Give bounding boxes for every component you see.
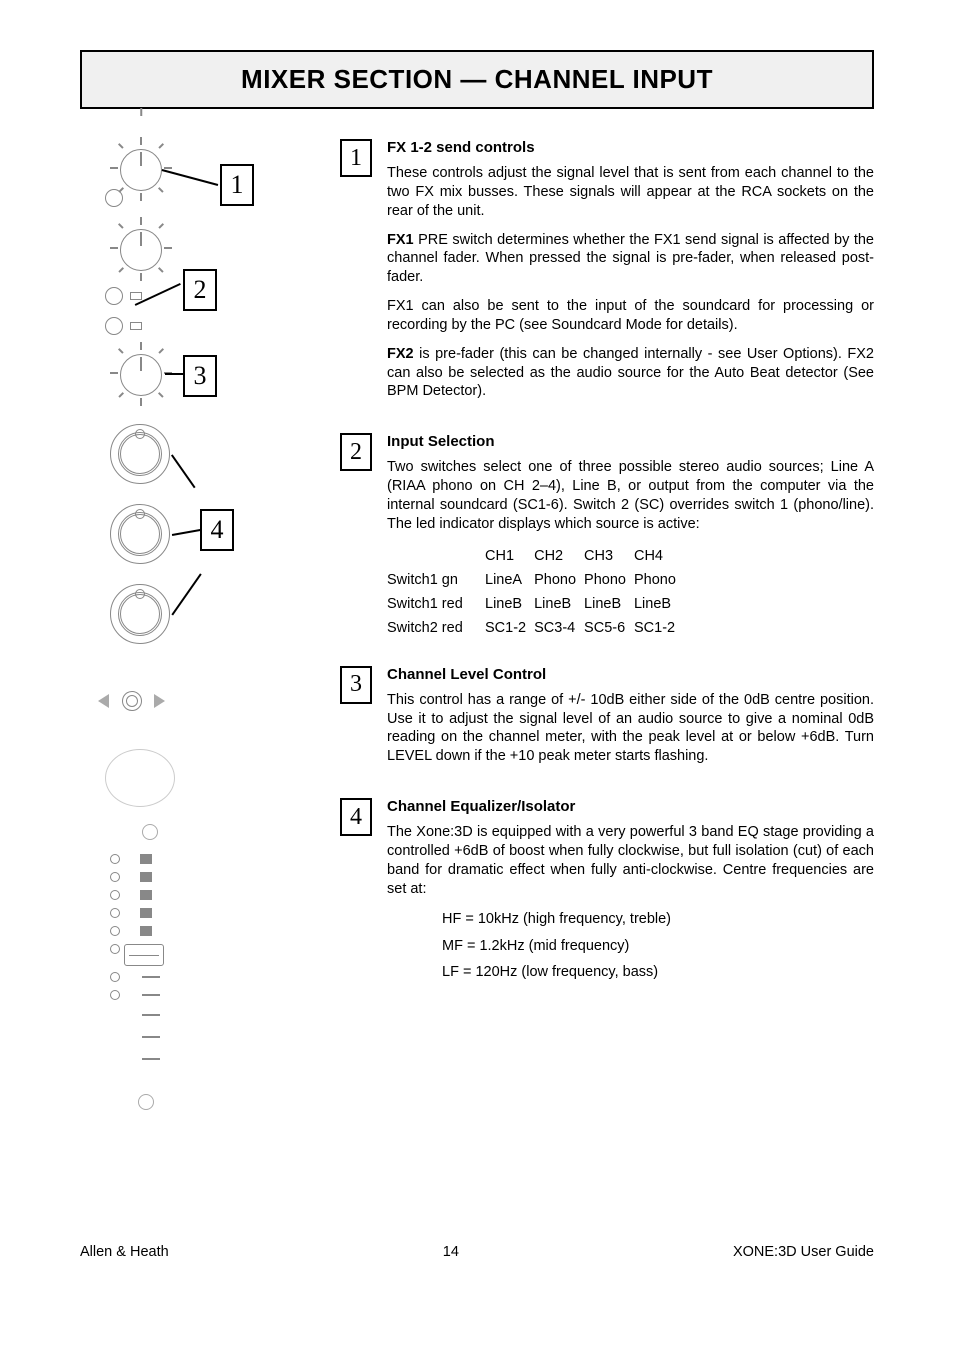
s2-p1: Two switches select one of three possibl… [387,458,874,533]
footer-right: XONE:3D User Guide [733,1244,874,1260]
xfade-assign-ring [122,691,142,711]
page-title: MIXER SECTION — CHANNEL INPUT [82,64,872,95]
footer-center: 14 [443,1244,459,1260]
input-switch-2 [105,317,123,335]
cue-button [105,749,175,807]
xfade-assign-left-icon [98,694,109,708]
frequency-list: HF = 10kHz (high frequency, treble) MF =… [387,908,874,984]
section-eq-isolator: 4 Channel Equalizer/Isolator The Xone:3D… [340,798,874,987]
freq-mf: MF = 1.2kHz (mid frequency) [442,935,874,958]
table-row: Switch1 red LineB LineB LineB LineB [387,592,684,616]
s4-p1: The Xone:3D is equipped with a very powe… [387,823,874,898]
callout-line-1 [162,169,218,185]
section-num-3: 3 [340,666,372,704]
channel-fader [110,854,170,1104]
s1-p4: FX2 is pre-fader (this can be changed in… [387,345,874,402]
freq-hf: HF = 10kHz (high frequency, treble) [442,908,874,931]
switch-table: CH1 CH2 CH3 CH4 Switch1 gn LineA Phono P… [387,544,684,640]
section-num-4: 4 [340,798,372,836]
title-banner: MIXER SECTION — CHANNEL INPUT [80,50,874,109]
s1-p2: FX1 PRE switch determines whether the FX… [387,231,874,288]
input-sw-rect-1 [130,292,142,300]
s3-p1: This control has a range of +/- 10dB eit… [387,691,874,766]
s1-p3: FX1 can also be sent to the input of the… [387,297,874,335]
pre-switch [105,189,123,207]
fx1-knob [120,149,162,191]
section-num-2: 2 [340,433,372,471]
diagram-callout-1: 1 [220,164,254,206]
section-num-1: 1 [340,139,372,177]
fader-bottom-led [138,1094,154,1110]
freq-lf: LF = 120Hz (low frequency, bass) [442,961,874,984]
section-heading-3: Channel Level Control [387,666,874,683]
section-heading-4: Channel Equalizer/Isolator [387,798,874,815]
section-heading-1: FX 1-2 send controls [387,139,874,156]
page-footer: Allen & Heath 14 XONE:3D User Guide [80,1244,874,1260]
callout-line-4c [171,573,201,615]
diagram-callout-2: 2 [183,269,217,311]
section-input-selection: 2 Input Selection Two switches select on… [340,433,874,643]
input-sw-rect-2 [130,322,142,330]
callout-line-4b [172,529,202,536]
section-fx-sends: 1 FX 1-2 send controls These controls ad… [340,139,874,411]
text-column: 1 FX 1-2 send controls These controls ad… [340,139,874,1219]
diagram-callout-3: 3 [183,355,217,397]
callout-line-4a [171,454,195,488]
xfade-assign-right-icon [154,694,165,708]
footer-left: Allen & Heath [80,1244,169,1260]
eq-hf-knob [110,424,170,484]
level-knob [120,354,162,396]
diagram-callout-4: 4 [200,509,234,551]
content-wrap: 1 2 3 4 1 FX 1-2 send controls These con… [80,139,874,1219]
input-switch-1 [105,287,123,305]
eq-mf-knob [110,504,170,564]
table-row: Switch1 gn LineA Phono Phono Phono [387,568,684,592]
s1-p1: These controls adjust the signal level t… [387,164,874,221]
diagram-column: 1 2 3 4 [80,139,310,1219]
channel-diagram: 1 2 3 4 [80,139,310,1219]
eq-lf-knob [110,584,170,644]
section-level-control: 3 Channel Level Control This control has… [340,666,874,776]
sc-led [142,824,158,840]
fx2-knob [120,229,162,271]
table-row: Switch2 red SC1-2 SC3-4 SC5-6 SC1-2 [387,616,684,640]
table-row: CH1 CH2 CH3 CH4 [387,544,684,568]
callout-line-3 [165,373,183,375]
section-heading-2: Input Selection [387,433,874,450]
